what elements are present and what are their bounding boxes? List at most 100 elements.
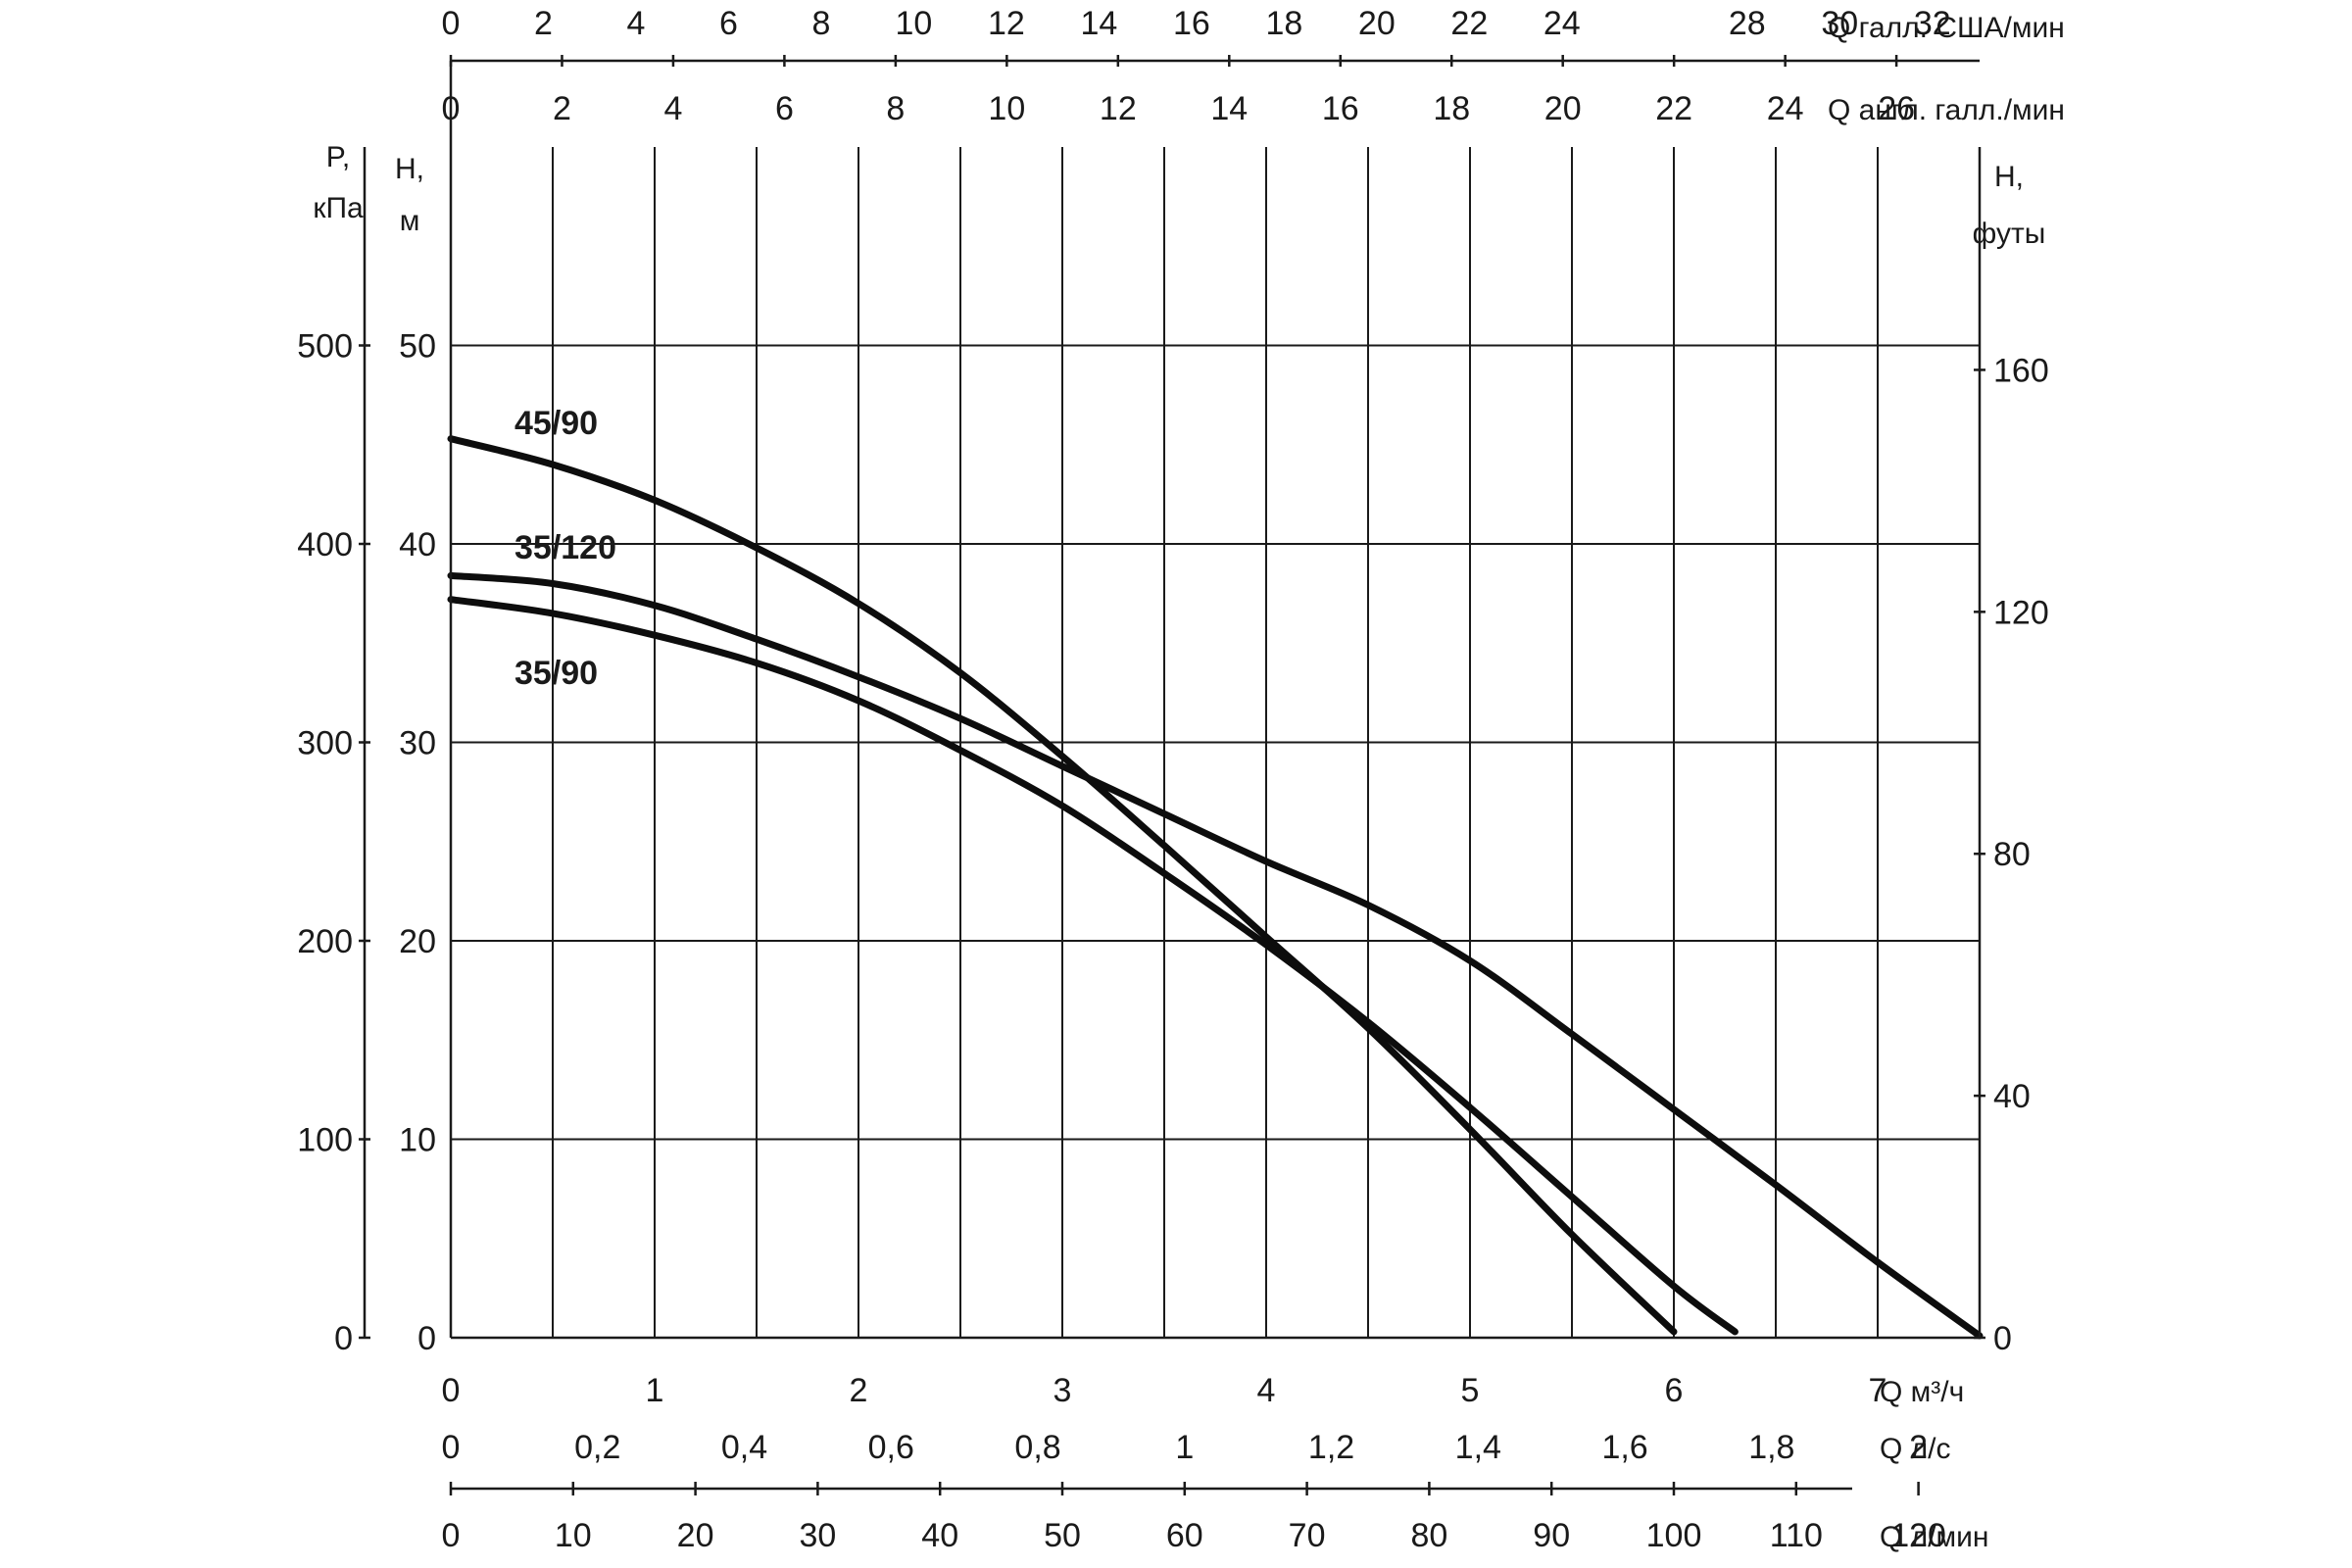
lmin-tick-label: 20 <box>677 1517 714 1554</box>
us-gal-tick-label: 32 <box>1914 5 1951 42</box>
feet-tick-label: 120 <box>1993 594 2049 631</box>
axes <box>363 59 1982 1491</box>
ls-tick-label: 0 <box>442 1429 461 1466</box>
head-tick-label: 0 <box>417 1320 436 1357</box>
pressure-tick-label: 300 <box>297 725 353 762</box>
us-gal-tick-label: 4 <box>627 5 646 42</box>
pressure-tick-label: 500 <box>297 328 353 366</box>
feet-tick-label: 40 <box>1993 1078 2031 1115</box>
uk-gal-tick-label: 6 <box>775 90 794 127</box>
us-gal-tick-label: 10 <box>896 5 933 42</box>
head-tick-label: 50 <box>399 328 436 366</box>
curve-35-120 <box>447 571 1984 1340</box>
us-gal-tick-label: 24 <box>1544 5 1581 42</box>
ls-tick-label: 1,6 <box>1601 1429 1647 1466</box>
us-gal-tick-label: 6 <box>719 5 738 42</box>
x-tick-label: 4 <box>1257 1372 1276 1409</box>
lmin-tick-label: 0 <box>442 1517 461 1554</box>
x-tick-label: 2 <box>850 1372 868 1409</box>
x-tick-label: 6 <box>1665 1372 1684 1409</box>
lmin-tick-label: 120 <box>1890 1517 1946 1554</box>
ls-tick-label: 0,6 <box>868 1429 914 1466</box>
curve-35-90 <box>447 596 1739 1336</box>
us-gal-tick-label: 28 <box>1729 5 1766 42</box>
lmin-tick-label: 90 <box>1533 1517 1570 1554</box>
ls-tick-label: 0,8 <box>1014 1429 1060 1466</box>
uk-gal-tick-label: 18 <box>1433 90 1470 127</box>
series-label-35-90: 35/90 <box>514 655 598 692</box>
grid <box>451 147 1981 1338</box>
pressure-tick-label: 100 <box>297 1122 353 1159</box>
ls-tick-label: 1 <box>1175 1429 1194 1466</box>
us-gal-tick-label: 22 <box>1450 5 1488 42</box>
lmin-tick-label: 50 <box>1044 1517 1081 1554</box>
uk-gal-tick-label: 24 <box>1767 90 1804 127</box>
pressure-tick-label: 0 <box>334 1320 353 1357</box>
head-axis-title-2: м <box>400 205 420 237</box>
us-gal-tick-label: 16 <box>1173 5 1210 42</box>
uk-gal-tick-label: 16 <box>1322 90 1359 127</box>
uk-gal-tick-label: 0 <box>442 90 461 127</box>
ls-tick-label: 1,2 <box>1308 1429 1354 1466</box>
us-gal-tick-label: 20 <box>1358 5 1396 42</box>
lmin-tick-label: 40 <box>921 1517 958 1554</box>
us-gal-tick-label: 0 <box>442 5 461 42</box>
us-gal-tick-label: 12 <box>988 5 1025 42</box>
series-label-45-90: 45/90 <box>514 405 598 442</box>
us-gal-tick-label: 14 <box>1080 5 1117 42</box>
top-axis-title-us: Q галл. США/мин <box>1828 12 2065 44</box>
us-gal-tick-label: 2 <box>534 5 553 42</box>
ls-tick-label: 0,2 <box>574 1429 620 1466</box>
uk-gal-tick-label: 22 <box>1655 90 1692 127</box>
x-tick-label: 5 <box>1461 1372 1480 1409</box>
us-gal-tick-label: 30 <box>1821 5 1858 42</box>
lmin-tick-label: 10 <box>555 1517 592 1554</box>
head-tick-label: 30 <box>399 725 436 762</box>
ls-tick-label: 1,8 <box>1748 1429 1794 1466</box>
pressure-tick-label: 200 <box>297 923 353 960</box>
x-axis-title: Q м³/ч <box>1880 1376 1964 1408</box>
x-tick-label: 1 <box>646 1372 664 1409</box>
pressure-axis-title-1: P, <box>326 141 350 173</box>
head-tick-label: 40 <box>399 526 436 564</box>
head-tick-label: 10 <box>399 1122 436 1159</box>
uk-gal-tick-label: 12 <box>1100 90 1137 127</box>
top-axis-title-uk: Q англ. галл./мин <box>1828 94 2065 126</box>
pressure-tick-label: 400 <box>297 526 353 564</box>
x-tick-label: 0 <box>442 1372 461 1409</box>
lmin-tick-label: 30 <box>799 1517 836 1554</box>
uk-gal-tick-label: 8 <box>886 90 905 127</box>
x-tick-label: 7 <box>1869 1372 1887 1409</box>
ls-axis-title: Q л/с <box>1880 1433 1951 1465</box>
lmin-tick-label: 100 <box>1646 1517 1702 1554</box>
lmin-tick-label: 70 <box>1289 1517 1326 1554</box>
feet-axis-title-2: футы <box>1973 218 2046 250</box>
lmin-tick-label: 110 <box>1770 1517 1823 1554</box>
us-gal-tick-label: 18 <box>1265 5 1302 42</box>
uk-gal-tick-label: 14 <box>1210 90 1248 127</box>
lmin-tick-label: 60 <box>1166 1517 1203 1554</box>
feet-tick-label: 160 <box>1993 352 2049 389</box>
ls-tick-label: 2 <box>1909 1429 1928 1466</box>
uk-gal-tick-label: 20 <box>1544 90 1582 127</box>
ls-tick-label: 1,4 <box>1455 1429 1501 1466</box>
lmin-tick-label: 80 <box>1410 1517 1447 1554</box>
feet-tick-label: 80 <box>1993 836 2031 873</box>
feet-tick-label: 0 <box>1993 1320 2012 1357</box>
pressure-axis-title-2: кПа <box>313 192 364 224</box>
ls-tick-label: 0,4 <box>721 1429 767 1466</box>
feet-axis-title-1: H, <box>1994 161 2024 193</box>
x-tick-label: 3 <box>1054 1372 1072 1409</box>
us-gal-tick-label: 8 <box>811 5 830 42</box>
uk-gal-tick-label: 2 <box>553 90 571 127</box>
curves <box>447 435 1984 1340</box>
uk-gal-tick-label: 26 <box>1878 90 1915 127</box>
head-axis-title-1: H, <box>395 153 424 185</box>
uk-gal-tick-label: 10 <box>988 90 1025 127</box>
uk-gal-tick-label: 4 <box>663 90 682 127</box>
series-label-35-120: 35/120 <box>514 529 616 566</box>
head-tick-label: 20 <box>399 923 436 960</box>
lmin-axis-title: Q л/мин <box>1880 1521 1988 1553</box>
